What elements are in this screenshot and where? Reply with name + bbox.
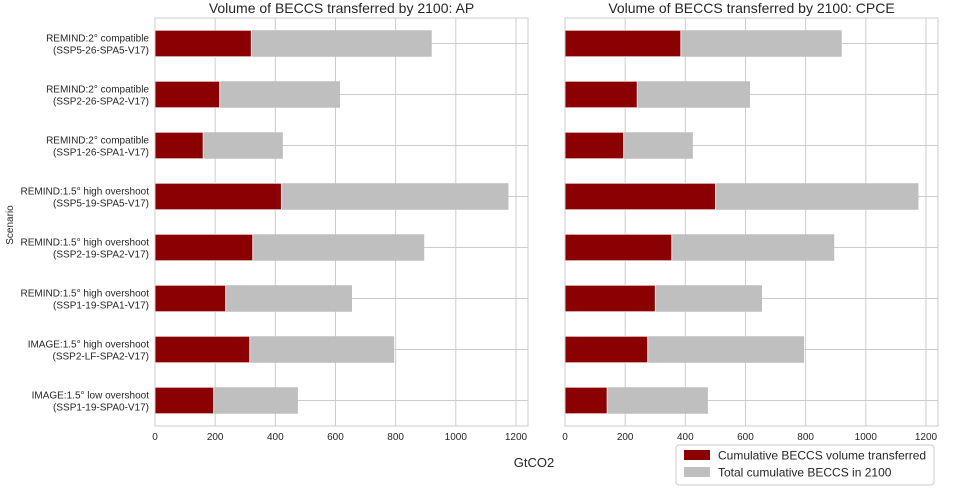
panel-cpce: Volume of BECCS transferred by 2100: CPC… [562,0,939,443]
panel-title: Volume of BECCS transferred by 2100: AP [209,0,474,16]
axes-frame [564,17,939,427]
y-tick-label: REMIND:2° compatible (SSP2-26-SPA2-V17) [46,85,149,108]
x-tick-label: 1000 [855,432,878,443]
legend: Cumulative BECCS volume transferred Total… [675,444,935,486]
bar-transferred [564,182,716,211]
y-tick-label: REMIND:1.5° high overshoot (SSP5-19-SPA5-… [20,187,149,210]
bar-transferred [154,233,254,262]
bar-transferred [564,335,649,364]
bar-transferred [564,284,656,313]
x-tick-label: 400 [677,432,694,443]
bar-transferred [154,182,282,211]
x-tick-label: 1200 [915,432,938,443]
y-tick-label: REMIND:1.5° high overshoot (SSP2-19-SPA2-… [20,238,149,261]
x-tick-label: 1000 [445,432,468,443]
x-tick-label: 800 [797,432,814,443]
bar-transferred [564,131,625,160]
x-tick-label: 1200 [505,432,528,443]
y-axis-label: Scenario [5,205,16,245]
x-tick-label: 800 [387,432,404,443]
bar-transferred [564,386,608,415]
x-tick-label: 200 [207,432,224,443]
panel-title: Volume of BECCS transferred by 2100: CPC… [608,0,894,16]
y-tick-label: REMIND:1.5° high overshoot (SSP1-19-SPA1-… [20,289,149,312]
x-tick-label: 400 [267,432,284,443]
bar-transferred [154,284,227,313]
bar-transferred [154,29,252,58]
bar-transferred [154,386,215,415]
bar-transferred [564,80,638,109]
legend-box [675,444,935,486]
y-tick-label: IMAGE:1.5° low overshoot (SSP1-19-SPA0-V1… [32,391,150,414]
y-tick-label: IMAGE:1.5° high overshoot (SSP2-LF-SPA2-V… [28,340,150,363]
legend-swatch [684,467,710,477]
x-axis-label: GtCO2 [514,455,554,470]
x-tick-label: 0 [152,432,158,443]
y-tick-label: REMIND:2° compatible (SSP5-26-SPA5-V17) [46,34,149,57]
panel-ap: Volume of BECCS transferred by 2100: AP 0… [20,0,529,443]
bar-transferred [564,29,682,58]
bar-transferred [564,233,673,262]
bar-transferred [154,335,251,364]
bar-transferred [154,131,204,160]
legend-label: Total cumulative BECCS in 2100 [718,466,892,480]
x-tick-label: 200 [617,432,634,443]
y-tick-label: REMIND:2° compatible (SSP1-26-SPA1-V17) [46,136,149,159]
bar-transferred [154,80,221,109]
legend-label: Cumulative BECCS volume transferred [718,449,926,463]
legend-swatch [684,450,710,460]
x-tick-label: 0 [562,432,568,443]
x-tick-label: 600 [737,432,754,443]
x-tick-label: 600 [327,432,344,443]
axes-frame [154,17,529,427]
